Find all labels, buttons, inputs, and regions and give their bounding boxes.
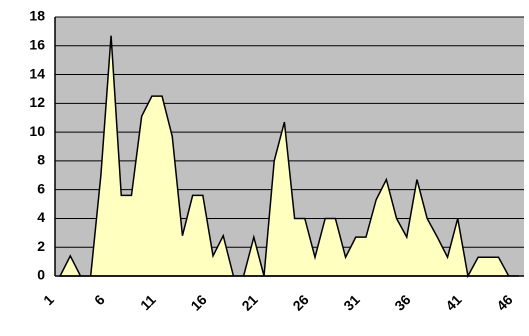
y-tick-label: 0 [37, 267, 45, 283]
y-tick-label: 18 [29, 8, 45, 24]
y-tick-label: 4 [37, 209, 45, 225]
x-tick-label: 21 [238, 291, 260, 313]
y-tick-label: 6 [37, 180, 45, 196]
x-tick-label: 46 [493, 291, 515, 313]
x-tick-label: 36 [391, 291, 413, 313]
y-tick-label: 2 [37, 238, 45, 254]
y-tick-label: 8 [37, 152, 45, 168]
x-tick-label: 1 [40, 291, 57, 308]
area [58, 35, 519, 279]
x-tick-label: 6 [91, 291, 108, 308]
x-tick-label: 11 [137, 291, 159, 313]
x-tick-label: 26 [289, 291, 311, 313]
x-tick-label: 16 [187, 291, 209, 313]
x-tick-label: 31 [340, 291, 362, 313]
x-tick-label: 41 [442, 291, 464, 313]
y-tick-label: 12 [29, 94, 45, 110]
y-tick-label: 16 [29, 36, 45, 52]
y-tick-label: 14 [29, 65, 45, 81]
y-tick-label: 10 [29, 123, 45, 139]
